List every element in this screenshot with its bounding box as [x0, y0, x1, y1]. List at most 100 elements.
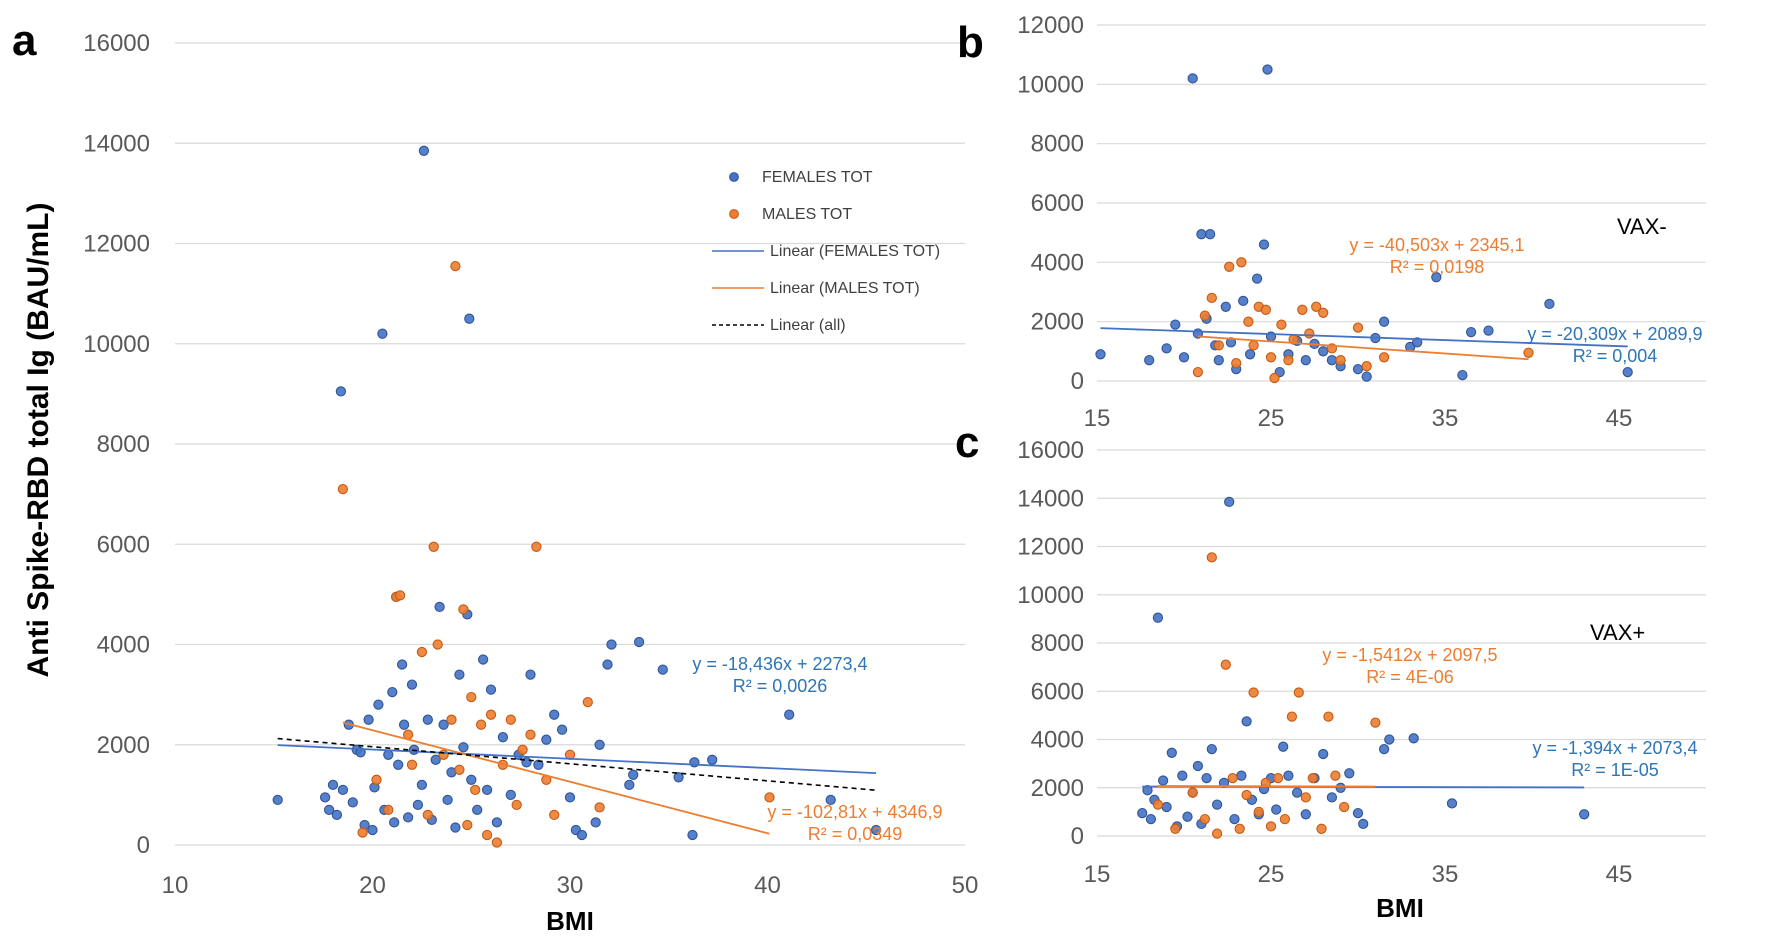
data-point	[1138, 809, 1147, 818]
data-point	[625, 780, 634, 789]
data-point	[423, 715, 432, 724]
legend-label: MALES TOT	[762, 206, 852, 223]
panel-letter: c	[955, 418, 979, 467]
data-point	[394, 760, 403, 769]
data-point	[1171, 824, 1180, 833]
data-point	[384, 805, 393, 814]
data-point	[1340, 802, 1349, 811]
data-point	[1277, 320, 1286, 329]
data-point	[273, 795, 282, 804]
data-point	[1249, 688, 1258, 697]
data-point	[1524, 348, 1533, 357]
y-tick-label: 6000	[1031, 678, 1084, 705]
y-tick-label: 8000	[1031, 630, 1084, 657]
data-point	[459, 605, 468, 614]
data-point	[526, 670, 535, 679]
data-point	[1279, 742, 1288, 751]
data-point	[1301, 810, 1310, 819]
legend-label: FEMALES TOT	[762, 169, 873, 186]
data-point	[1153, 613, 1162, 622]
data-point	[1467, 328, 1476, 337]
data-point	[1242, 790, 1251, 799]
data-point	[558, 725, 567, 734]
data-point	[477, 720, 486, 729]
data-point	[1183, 812, 1192, 821]
data-point	[1484, 326, 1493, 335]
data-point	[336, 387, 345, 396]
data-point	[765, 793, 774, 802]
data-point	[1293, 788, 1302, 797]
r-squared: R² = 0,0198	[1390, 257, 1485, 277]
data-point	[419, 146, 428, 155]
data-point	[463, 820, 472, 829]
data-point	[1545, 299, 1554, 308]
data-point	[1272, 805, 1281, 814]
trend-equation: y = -20,309x + 2089,9	[1527, 324, 1702, 344]
data-point	[368, 825, 377, 834]
trend-equation: y = -1,394x + 2073,4	[1532, 738, 1697, 758]
data-point	[473, 805, 482, 814]
data-point	[1214, 341, 1223, 350]
data-point	[433, 640, 442, 649]
data-point	[1193, 368, 1202, 377]
data-point	[1270, 373, 1279, 382]
data-point	[1336, 356, 1345, 365]
data-point	[451, 823, 460, 832]
x-tick-label: 50	[952, 872, 979, 899]
data-point	[1301, 793, 1310, 802]
y-tick-label: 14000	[1017, 485, 1084, 512]
data-point	[1230, 815, 1239, 824]
x-tick-label: 15	[1084, 861, 1111, 888]
y-tick-label: 4000	[1031, 249, 1084, 276]
data-point	[1266, 822, 1275, 831]
y-tick-label: 10000	[1017, 582, 1084, 609]
data-point	[407, 760, 416, 769]
data-point	[607, 640, 616, 649]
data-point	[1232, 359, 1241, 368]
data-point	[388, 688, 397, 697]
legend-label: Linear (MALES TOT)	[770, 280, 920, 297]
x-tick-label: 35	[1432, 861, 1459, 888]
data-point	[1242, 717, 1251, 726]
legend-marker	[730, 173, 739, 182]
data-point	[384, 750, 393, 759]
data-point	[1266, 353, 1275, 362]
data-point	[1146, 815, 1155, 824]
data-point	[471, 785, 480, 794]
data-point	[1353, 809, 1362, 818]
data-point	[506, 790, 515, 799]
data-point	[1206, 230, 1215, 239]
x-tick-label: 20	[359, 872, 386, 899]
data-point	[328, 780, 337, 789]
r-squared: R² = 0,004	[1573, 346, 1658, 366]
data-point	[372, 775, 381, 784]
y-tick-label: 2000	[97, 732, 150, 759]
data-point	[1359, 819, 1368, 828]
data-point	[467, 775, 476, 784]
legend-marker	[730, 210, 739, 219]
data-point	[1254, 807, 1263, 816]
series-males	[1153, 553, 1380, 838]
y-tick-label: 10000	[1017, 71, 1084, 98]
data-point	[708, 755, 717, 764]
x-tick-label: 15	[1084, 405, 1111, 432]
data-point	[483, 785, 492, 794]
data-point	[396, 591, 405, 600]
data-point	[467, 693, 476, 702]
data-point	[785, 710, 794, 719]
data-point	[1153, 800, 1162, 809]
y-tick-label: 6000	[1031, 190, 1084, 217]
data-point	[658, 665, 667, 674]
x-tick-label: 10	[162, 872, 189, 899]
data-point	[1244, 317, 1253, 326]
data-point	[1202, 774, 1211, 783]
data-point	[1305, 329, 1314, 338]
data-point	[1317, 824, 1326, 833]
data-point	[1324, 712, 1333, 721]
y-tick-label: 2000	[1031, 309, 1084, 336]
data-point	[1580, 810, 1589, 819]
data-point	[1308, 774, 1317, 783]
legend-label: Linear (FEMALES TOT)	[770, 243, 940, 260]
